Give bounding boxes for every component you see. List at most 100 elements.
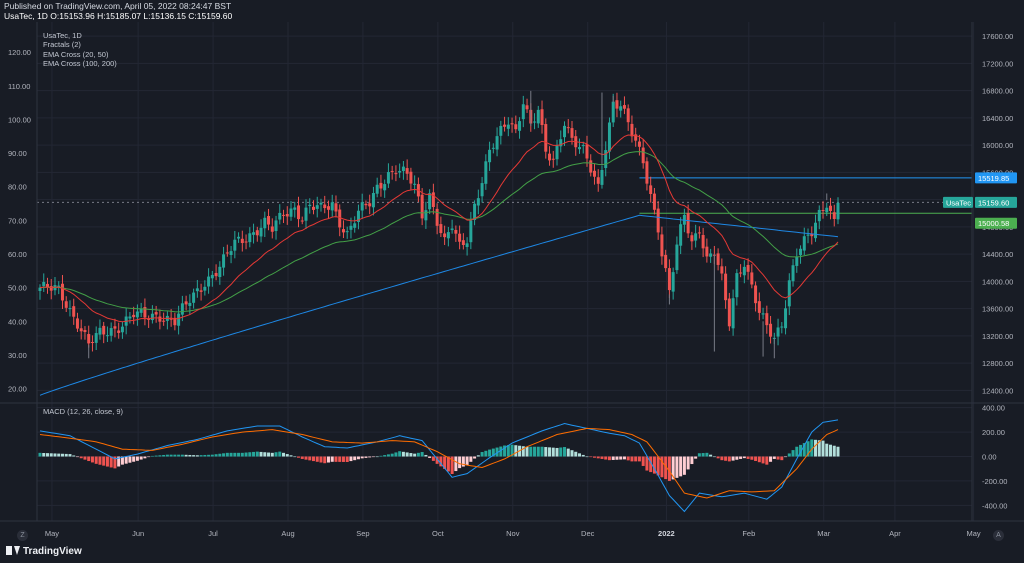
candle[interactable] bbox=[42, 281, 46, 287]
candle[interactable] bbox=[57, 285, 61, 287]
candle[interactable] bbox=[765, 313, 769, 326]
candle[interactable] bbox=[154, 312, 158, 315]
candle[interactable] bbox=[563, 125, 567, 138]
candle[interactable] bbox=[401, 166, 405, 172]
candle[interactable] bbox=[87, 334, 91, 344]
candle[interactable] bbox=[105, 335, 109, 337]
candle[interactable] bbox=[799, 248, 803, 256]
candle[interactable] bbox=[694, 233, 698, 241]
candle[interactable] bbox=[780, 326, 784, 328]
candle[interactable] bbox=[311, 206, 315, 210]
candle[interactable] bbox=[551, 158, 555, 160]
candle[interactable] bbox=[697, 232, 701, 234]
candle[interactable] bbox=[188, 302, 192, 306]
candle[interactable] bbox=[424, 210, 428, 221]
candle[interactable] bbox=[503, 124, 507, 127]
candle[interactable] bbox=[349, 225, 353, 230]
candle[interactable] bbox=[652, 193, 656, 210]
candle[interactable] bbox=[237, 236, 241, 239]
candle[interactable] bbox=[742, 266, 746, 276]
candle[interactable] bbox=[420, 194, 424, 219]
candle[interactable] bbox=[390, 170, 394, 172]
candle[interactable] bbox=[248, 233, 252, 243]
candle[interactable] bbox=[240, 238, 244, 244]
candle[interactable] bbox=[499, 125, 503, 136]
candle[interactable] bbox=[293, 207, 297, 210]
candle[interactable] bbox=[289, 208, 293, 217]
macd-pane[interactable] bbox=[38, 419, 840, 513]
price-label-resistance[interactable]: 15519.85 bbox=[978, 174, 1009, 183]
candle[interactable] bbox=[180, 303, 184, 315]
candle[interactable] bbox=[394, 173, 398, 175]
candle[interactable] bbox=[690, 235, 694, 242]
candle[interactable] bbox=[341, 229, 345, 233]
legend-fractals[interactable]: Fractals (2) bbox=[43, 40, 81, 50]
candle[interactable] bbox=[604, 150, 608, 169]
zoom-button[interactable]: Z bbox=[17, 530, 28, 541]
candle[interactable] bbox=[600, 170, 604, 185]
candle[interactable] bbox=[356, 210, 360, 222]
candle[interactable] bbox=[120, 326, 124, 333]
candle[interactable] bbox=[117, 330, 121, 333]
candle[interactable] bbox=[611, 101, 615, 123]
candle[interactable] bbox=[364, 203, 368, 206]
candle[interactable] bbox=[446, 232, 450, 239]
candle[interactable] bbox=[619, 106, 623, 111]
candle[interactable] bbox=[454, 229, 458, 234]
candle[interactable] bbox=[60, 283, 64, 301]
candle[interactable] bbox=[386, 172, 390, 184]
candle[interactable] bbox=[38, 287, 42, 291]
candle[interactable] bbox=[184, 301, 188, 305]
candle[interactable] bbox=[806, 234, 810, 236]
candle[interactable] bbox=[315, 205, 319, 209]
legend-ema-cross-20-50[interactable]: EMA Cross (20, 50) bbox=[43, 49, 109, 59]
candle[interactable] bbox=[255, 230, 259, 236]
auto-scale-button[interactable]: A bbox=[993, 530, 1004, 541]
candle[interactable] bbox=[544, 124, 548, 152]
candle[interactable] bbox=[192, 292, 196, 303]
candle[interactable] bbox=[727, 298, 731, 327]
candle[interactable] bbox=[787, 280, 791, 307]
candle[interactable] bbox=[128, 316, 132, 319]
candle[interactable] bbox=[64, 301, 68, 308]
candle[interactable] bbox=[671, 272, 675, 292]
candle[interactable] bbox=[259, 227, 263, 237]
candle[interactable] bbox=[829, 205, 833, 211]
candle[interactable] bbox=[195, 288, 199, 292]
candle[interactable] bbox=[720, 266, 724, 274]
candle[interactable] bbox=[724, 273, 728, 301]
candle[interactable] bbox=[634, 134, 638, 141]
candle[interactable] bbox=[581, 145, 585, 147]
candle[interactable] bbox=[656, 208, 660, 233]
candle[interactable] bbox=[709, 253, 713, 257]
candle[interactable] bbox=[345, 231, 349, 233]
candle[interactable] bbox=[330, 202, 334, 211]
candle[interactable] bbox=[435, 208, 439, 226]
candle[interactable] bbox=[158, 316, 162, 322]
candle[interactable] bbox=[622, 105, 626, 109]
candle[interactable] bbox=[203, 286, 207, 291]
candle[interactable] bbox=[409, 171, 413, 184]
candle[interactable] bbox=[589, 160, 593, 173]
candle[interactable] bbox=[664, 254, 668, 269]
candle[interactable] bbox=[214, 272, 218, 277]
candle[interactable] bbox=[143, 307, 147, 318]
candle[interactable] bbox=[746, 265, 750, 272]
candle[interactable] bbox=[555, 144, 559, 160]
candle[interactable] bbox=[506, 124, 510, 129]
candle[interactable] bbox=[469, 220, 473, 243]
candle[interactable] bbox=[334, 203, 338, 212]
candle[interactable] bbox=[518, 121, 522, 131]
candle[interactable] bbox=[548, 153, 552, 161]
candle[interactable] bbox=[630, 123, 634, 137]
candle[interactable] bbox=[641, 147, 645, 164]
candle[interactable] bbox=[222, 254, 226, 268]
candle[interactable] bbox=[465, 243, 469, 248]
candle[interactable] bbox=[754, 285, 758, 304]
candle[interactable] bbox=[319, 202, 323, 205]
candle[interactable] bbox=[83, 330, 87, 333]
candle[interactable] bbox=[615, 100, 619, 109]
candle[interactable] bbox=[757, 301, 761, 313]
candle[interactable] bbox=[795, 257, 799, 266]
candle[interactable] bbox=[645, 161, 649, 184]
